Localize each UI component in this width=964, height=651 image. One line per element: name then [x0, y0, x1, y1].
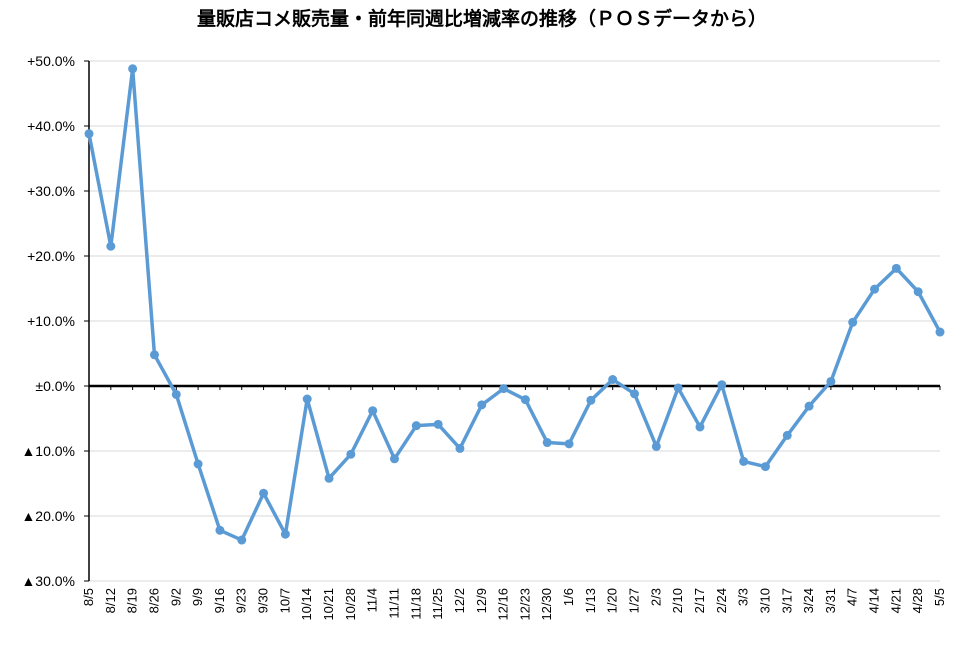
x-tick-label: 8/5	[81, 588, 96, 606]
data-point	[870, 284, 880, 294]
y-axis-ticks: +50.0% +40.0% +30.0% +20.0% +10.0% ±0.0% ▲10.0…	[21, 53, 75, 589]
y-tick-label: +30.0%	[27, 183, 75, 199]
gridlines	[89, 60, 940, 582]
x-tick-label: 12/16	[496, 588, 511, 621]
y-tick-label: +20.0%	[27, 248, 75, 264]
x-tick-label: 2/17	[692, 588, 707, 613]
data-point	[826, 376, 836, 386]
data-point	[259, 488, 269, 498]
x-tick-label: 8/12	[103, 588, 118, 613]
x-tick-label: 11/4	[365, 588, 380, 612]
data-point	[608, 375, 618, 384]
x-tick-label: 2/24	[714, 588, 729, 613]
x-tick-label: 11/25	[430, 588, 445, 620]
chart-title: 量販店コメ販売量・前年同週比増減率の推移（ＰＯＳデータから）	[196, 8, 767, 30]
data-point	[804, 401, 814, 411]
x-tick-label: 3/24	[801, 588, 816, 613]
series-line	[87, 67, 942, 542]
x-tick-label: 4/21	[888, 588, 903, 613]
x-tick-label: 4/7	[845, 588, 860, 606]
x-tick-label: 3/31	[823, 588, 838, 613]
data-point	[935, 327, 945, 337]
y-tick-label: +40.0%	[27, 118, 75, 134]
x-tick-label: 1/27	[627, 588, 642, 613]
data-point	[215, 525, 225, 535]
data-point	[891, 263, 901, 273]
data-point	[651, 441, 661, 451]
data-point	[913, 287, 923, 297]
x-tick-label: 9/2	[168, 588, 183, 606]
x-tick-label: 12/2	[452, 588, 467, 613]
data-point	[717, 380, 727, 390]
data-point	[237, 535, 247, 545]
data-point	[106, 241, 116, 251]
data-point	[848, 317, 858, 327]
x-tick-label: 1/20	[605, 588, 620, 613]
y-tick-label: +50.0%	[27, 53, 75, 69]
x-tick-label: 1/13	[583, 588, 598, 613]
x-tick-label: 10/28	[343, 588, 358, 621]
data-point	[193, 459, 203, 469]
y-tick-label: ▲30.0%	[21, 573, 75, 589]
x-tick-label: 3/3	[736, 588, 751, 606]
data-point	[673, 383, 683, 393]
data-point	[171, 389, 181, 399]
x-tick-label: 10/7	[277, 588, 292, 613]
data-point	[346, 449, 356, 459]
axes	[84, 60, 941, 582]
y-tick-label: +10.0%	[27, 313, 75, 329]
x-tick-label: 10/14	[299, 588, 314, 621]
data-point	[630, 389, 640, 399]
x-tick-label: 9/30	[256, 588, 271, 613]
x-tick-label: 5/5	[932, 588, 947, 606]
x-tick-label: 9/23	[234, 588, 249, 613]
x-tick-label: 8/19	[125, 588, 140, 613]
data-point	[433, 419, 443, 429]
data-point	[280, 529, 290, 539]
data-point	[542, 438, 552, 448]
data-point	[368, 406, 378, 416]
y-tick-label: ±0.0%	[35, 378, 75, 394]
x-tick-label: 2/10	[670, 588, 685, 613]
data-point	[760, 462, 770, 472]
x-tick-label: 11/11	[386, 588, 401, 619]
x-tick-label: 9/16	[212, 588, 227, 613]
data-point	[149, 350, 159, 360]
data-point	[499, 384, 509, 394]
x-axis-ticks: 8/5 8/12 8/19 8/26 9/2 9/9 9/16 9/23 9/30 10/7 10/…	[81, 588, 947, 621]
x-tick-label: 12/23	[517, 588, 532, 621]
x-tick-label: 3/17	[779, 588, 794, 613]
data-point	[477, 400, 487, 410]
x-tick-label: 12/30	[539, 588, 554, 621]
x-tick-label: 10/21	[321, 588, 336, 621]
data-point	[455, 443, 465, 453]
x-tick-label: 2/3	[648, 588, 663, 606]
series-group	[84, 64, 945, 545]
data-point	[389, 454, 399, 464]
y-tick-label: ▲10.0%	[21, 443, 75, 459]
data-point	[782, 430, 792, 440]
data-point	[564, 439, 574, 449]
x-tick-label: 4/14	[867, 588, 882, 613]
data-point	[695, 422, 705, 432]
x-tick-label: 9/9	[190, 588, 205, 606]
data-point	[84, 129, 94, 139]
x-tick-label: 4/28	[910, 588, 925, 613]
data-point	[520, 395, 530, 405]
data-point	[411, 421, 421, 431]
x-tick-label: 8/26	[146, 588, 161, 613]
y-tick-label: ▲20.0%	[21, 508, 75, 524]
x-tick-label: 1/6	[561, 588, 576, 606]
x-tick-label: 3/10	[757, 588, 772, 613]
x-tick-label: 11/18	[408, 588, 423, 620]
data-point	[739, 456, 749, 466]
x-tick-label: 12/9	[474, 588, 489, 613]
data-point	[302, 394, 312, 404]
data-point	[324, 473, 334, 483]
data-point	[586, 395, 596, 405]
data-point	[128, 64, 138, 74]
